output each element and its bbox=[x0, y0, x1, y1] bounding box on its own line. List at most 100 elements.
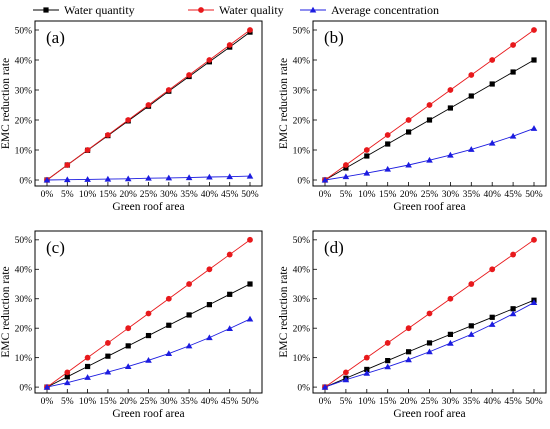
data-point bbox=[105, 340, 111, 346]
x-tick-label: 5% bbox=[340, 190, 353, 200]
data-point bbox=[246, 315, 254, 322]
x-tick-label: 10% bbox=[358, 397, 376, 407]
series-square bbox=[322, 57, 537, 183]
data-point bbox=[364, 366, 370, 373]
x-tick-label: 10% bbox=[79, 190, 97, 200]
data-point bbox=[145, 357, 152, 363]
panel-label: (d) bbox=[324, 238, 344, 257]
data-point bbox=[185, 174, 193, 181]
x-tick-label: 45% bbox=[221, 397, 239, 407]
legend: Water quantity Water quality Average conce… bbox=[33, 3, 439, 17]
panels: 0% 5% 10% 15% 20% 25% 30% 35% 40% 45% 50%0%10%20%3… bbox=[0, 20, 547, 420]
data-point bbox=[186, 312, 192, 318]
data-point bbox=[489, 314, 495, 320]
data-point bbox=[43, 176, 51, 183]
data-point bbox=[246, 172, 254, 179]
legend-marker bbox=[43, 7, 49, 13]
data-point bbox=[165, 87, 172, 93]
series-triangle bbox=[43, 315, 254, 390]
series-line bbox=[46, 318, 251, 388]
chart-panel: 0% 5% 10% 15% 20% 25% 30% 35% 40% 45% 50%0%10%20%3… bbox=[0, 20, 263, 213]
data-point bbox=[64, 374, 70, 380]
series-triangle bbox=[321, 125, 538, 183]
x-tick-label: 40% bbox=[483, 190, 501, 200]
data-point bbox=[363, 354, 370, 361]
data-point bbox=[104, 368, 112, 375]
y-tick-label: 0% bbox=[19, 383, 32, 393]
series-circle bbox=[44, 27, 253, 183]
x-axis-label: Green roof area bbox=[112, 408, 184, 420]
data-point bbox=[247, 27, 253, 33]
panel-label: (c) bbox=[46, 238, 65, 257]
data-point bbox=[364, 153, 370, 159]
data-point bbox=[531, 236, 537, 243]
x-tick-label: 20% bbox=[400, 397, 418, 407]
data-point bbox=[105, 353, 111, 359]
x-tick-label: 35% bbox=[180, 397, 198, 407]
y-tick-label: 10% bbox=[15, 354, 33, 364]
data-point bbox=[64, 162, 71, 168]
data-point bbox=[206, 334, 213, 341]
data-point bbox=[488, 321, 496, 327]
x-tick-label: 40% bbox=[201, 397, 219, 407]
data-point bbox=[125, 343, 131, 349]
data-point bbox=[104, 175, 112, 182]
x-tick-label: 0% bbox=[319, 397, 332, 407]
x-tick-label: 5% bbox=[340, 397, 353, 407]
legend-item: Water quality bbox=[188, 3, 284, 17]
panel-label: (a) bbox=[46, 28, 65, 47]
x-tick-label: 25% bbox=[421, 397, 439, 407]
x-tick-label: 50% bbox=[241, 190, 259, 200]
data-point bbox=[186, 72, 193, 78]
x-tick-label: 50% bbox=[525, 190, 543, 200]
x-tick-label: 45% bbox=[504, 190, 522, 200]
data-point bbox=[385, 141, 391, 147]
data-point bbox=[531, 27, 537, 33]
data-point bbox=[226, 325, 233, 331]
data-point bbox=[426, 156, 433, 163]
series-triangle bbox=[321, 299, 538, 390]
data-point bbox=[447, 151, 454, 158]
series-circle bbox=[322, 236, 537, 391]
data-point bbox=[125, 325, 132, 332]
series-square bbox=[44, 281, 253, 390]
y-tick-label: 0% bbox=[297, 176, 310, 186]
data-point bbox=[530, 125, 538, 131]
chart-panel: 0% 5% 10% 15% 20% 25% 30% 35% 40% 45% 50%0%10%20%3… bbox=[278, 20, 547, 213]
data-point bbox=[384, 340, 391, 346]
legend-label: Water quantity bbox=[64, 3, 135, 17]
data-point bbox=[426, 102, 433, 108]
x-tick-label: 15% bbox=[99, 190, 117, 200]
y-tick-label: 50% bbox=[15, 236, 33, 246]
x-tick-label: 40% bbox=[483, 397, 501, 407]
data-point bbox=[84, 176, 91, 182]
data-point bbox=[447, 331, 453, 337]
data-point bbox=[510, 69, 516, 75]
legend-marker bbox=[309, 6, 317, 13]
series-triangle bbox=[43, 172, 254, 183]
data-point bbox=[84, 374, 91, 380]
y-tick-label: 0% bbox=[297, 383, 310, 393]
legend-label: Average concentration bbox=[331, 3, 439, 17]
y-axis-label: EMC reduction rate bbox=[278, 266, 290, 357]
x-tick-label: 45% bbox=[221, 190, 239, 200]
data-point bbox=[342, 173, 350, 180]
legend-label: Water quality bbox=[219, 3, 284, 17]
data-point bbox=[321, 176, 329, 183]
legend-item: Water quantity bbox=[33, 3, 135, 17]
data-point bbox=[105, 132, 111, 138]
x-tick-label: 35% bbox=[463, 397, 481, 407]
x-tick-label: 35% bbox=[463, 190, 481, 200]
y-tick-label: 20% bbox=[15, 325, 33, 335]
data-point bbox=[64, 176, 71, 183]
data-point bbox=[489, 57, 496, 63]
series-circle bbox=[44, 236, 253, 391]
data-point bbox=[226, 173, 233, 180]
data-point bbox=[426, 117, 433, 123]
data-point bbox=[447, 295, 454, 302]
x-tick-label: 25% bbox=[140, 397, 158, 407]
x-tick-label: 35% bbox=[180, 190, 198, 200]
y-tick-label: 50% bbox=[293, 26, 311, 36]
